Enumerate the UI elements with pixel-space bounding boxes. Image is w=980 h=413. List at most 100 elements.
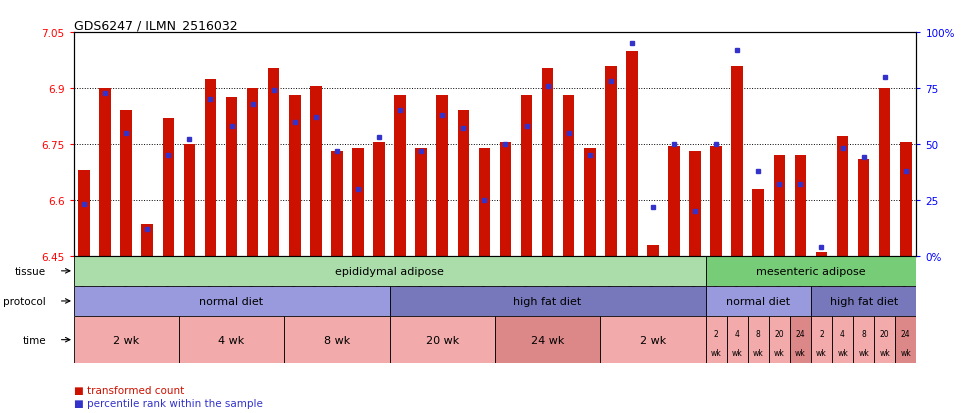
Bar bbox=[727, 316, 748, 363]
Text: protocol: protocol bbox=[3, 296, 46, 306]
Text: 20: 20 bbox=[774, 330, 784, 339]
Bar bbox=[78, 171, 90, 256]
Bar bbox=[500, 143, 512, 256]
Text: wk: wk bbox=[753, 349, 763, 358]
Bar bbox=[458, 111, 469, 256]
Bar bbox=[520, 96, 532, 256]
Bar bbox=[795, 156, 807, 256]
Bar bbox=[879, 89, 891, 256]
Text: 2: 2 bbox=[713, 330, 718, 339]
Text: 8: 8 bbox=[861, 330, 866, 339]
Bar bbox=[753, 189, 764, 256]
Bar bbox=[121, 111, 132, 256]
Bar bbox=[390, 286, 706, 316]
Bar bbox=[74, 316, 178, 363]
Bar bbox=[668, 147, 680, 256]
Text: time: time bbox=[23, 335, 46, 345]
Bar bbox=[284, 316, 390, 363]
Bar bbox=[74, 256, 706, 286]
Text: wk: wk bbox=[710, 349, 721, 358]
Bar bbox=[896, 316, 916, 363]
Text: 24: 24 bbox=[901, 330, 910, 339]
Text: 4: 4 bbox=[735, 330, 740, 339]
Text: 4: 4 bbox=[840, 330, 845, 339]
Bar bbox=[416, 148, 427, 256]
Text: 2 wk: 2 wk bbox=[113, 335, 139, 345]
Bar bbox=[706, 286, 811, 316]
Bar bbox=[811, 316, 832, 363]
Bar bbox=[563, 96, 574, 256]
Bar bbox=[815, 252, 827, 256]
Bar bbox=[247, 89, 259, 256]
Bar bbox=[178, 316, 284, 363]
Text: 20: 20 bbox=[880, 330, 890, 339]
Text: wk: wk bbox=[732, 349, 743, 358]
Bar bbox=[394, 96, 406, 256]
Bar bbox=[542, 69, 554, 256]
Text: wk: wk bbox=[879, 349, 890, 358]
Text: ■ percentile rank within the sample: ■ percentile rank within the sample bbox=[74, 398, 263, 408]
Bar bbox=[584, 148, 596, 256]
Bar bbox=[811, 286, 916, 316]
Bar bbox=[390, 316, 495, 363]
Text: wk: wk bbox=[858, 349, 869, 358]
Bar bbox=[163, 119, 174, 256]
Bar bbox=[331, 152, 343, 256]
Text: 2 wk: 2 wk bbox=[640, 335, 666, 345]
Bar bbox=[874, 316, 896, 363]
Bar bbox=[205, 80, 217, 256]
Bar bbox=[141, 225, 153, 256]
Bar bbox=[748, 316, 769, 363]
Bar bbox=[647, 245, 659, 256]
Bar bbox=[854, 316, 874, 363]
Bar bbox=[74, 286, 390, 316]
Text: wk: wk bbox=[774, 349, 785, 358]
Bar bbox=[478, 148, 490, 256]
Text: normal diet: normal diet bbox=[726, 296, 790, 306]
Bar bbox=[832, 316, 854, 363]
Bar bbox=[773, 156, 785, 256]
Bar bbox=[706, 316, 727, 363]
Bar bbox=[352, 148, 364, 256]
Bar bbox=[769, 316, 790, 363]
Text: tissue: tissue bbox=[15, 266, 46, 276]
Bar bbox=[626, 52, 638, 256]
Text: high fat diet: high fat diet bbox=[514, 296, 582, 306]
Bar bbox=[225, 98, 237, 256]
Text: epididymal adipose: epididymal adipose bbox=[335, 266, 444, 276]
Text: high fat diet: high fat diet bbox=[829, 296, 898, 306]
Bar bbox=[689, 152, 701, 256]
Text: 8 wk: 8 wk bbox=[323, 335, 350, 345]
Bar bbox=[436, 96, 448, 256]
Text: 2: 2 bbox=[819, 330, 824, 339]
Text: wk: wk bbox=[837, 349, 848, 358]
Bar bbox=[837, 137, 849, 256]
Text: 20 wk: 20 wk bbox=[425, 335, 459, 345]
Bar bbox=[373, 143, 385, 256]
Text: wk: wk bbox=[795, 349, 806, 358]
Bar bbox=[183, 145, 195, 256]
Text: mesenteric adipose: mesenteric adipose bbox=[757, 266, 865, 276]
Bar bbox=[605, 66, 616, 256]
Text: 24 wk: 24 wk bbox=[531, 335, 564, 345]
Bar bbox=[600, 316, 706, 363]
Bar bbox=[268, 69, 279, 256]
Bar bbox=[900, 143, 911, 256]
Bar bbox=[731, 66, 743, 256]
Text: normal diet: normal diet bbox=[200, 296, 264, 306]
Text: ■ transformed count: ■ transformed count bbox=[74, 385, 183, 395]
Bar bbox=[706, 256, 916, 286]
Bar bbox=[310, 87, 321, 256]
Text: 8: 8 bbox=[756, 330, 760, 339]
Bar bbox=[710, 147, 722, 256]
Text: 24: 24 bbox=[796, 330, 806, 339]
Text: 4 wk: 4 wk bbox=[219, 335, 245, 345]
Text: GDS6247 / ILMN_2516032: GDS6247 / ILMN_2516032 bbox=[74, 19, 237, 32]
Bar bbox=[790, 316, 811, 363]
Text: wk: wk bbox=[816, 349, 827, 358]
Text: wk: wk bbox=[901, 349, 911, 358]
Bar bbox=[99, 89, 111, 256]
Bar bbox=[289, 96, 301, 256]
Bar bbox=[495, 316, 600, 363]
Bar bbox=[858, 159, 869, 256]
